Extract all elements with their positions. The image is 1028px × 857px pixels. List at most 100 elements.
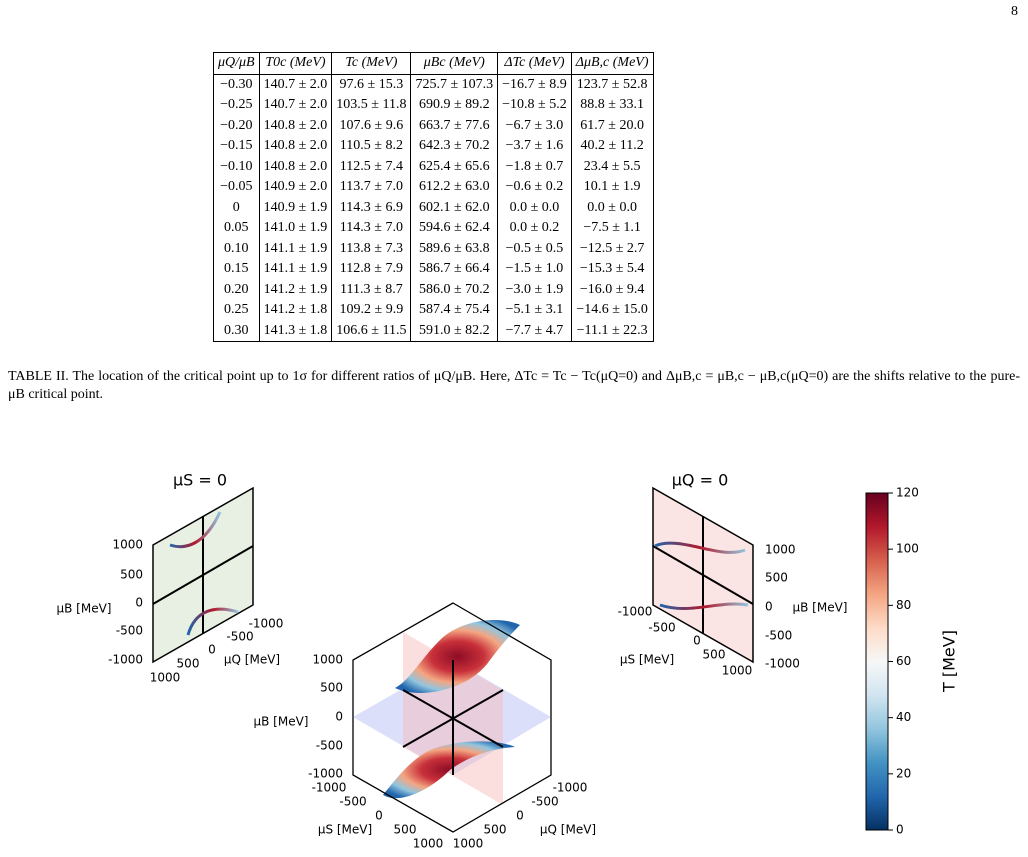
table-cell: 586.7 ± 66.4 — [410, 259, 499, 280]
table-row: 0.15 141.1 ± 1.9 112.8 ± 7.9 586.7 ± 66.4 −1… — [213, 259, 654, 280]
table-cell: 140.8 ± 2.0 — [258, 156, 333, 177]
tick-label: 500 — [177, 657, 200, 671]
table-cell: −0.20 — [213, 115, 260, 136]
table-cell: 594.6 ± 62.4 — [410, 218, 499, 239]
table-cell: 0.0 ± 0.0 — [570, 197, 654, 218]
figure: μS = 0μB [MeV]μQ [MeV]10005000-500-1000-… — [57, 471, 959, 851]
table-cell: −7.7 ± 4.7 — [497, 320, 572, 342]
table-cell: −3.0 ± 1.9 — [497, 279, 572, 300]
table-cell: 140.7 ± 2.0 — [258, 74, 333, 95]
table-cell: 0.05 — [213, 218, 260, 239]
table-cell: 587.4 ± 75.4 — [410, 300, 499, 321]
table-cell: −5.1 ± 3.1 — [497, 300, 572, 321]
table-cell: −0.5 ± 0.5 — [497, 238, 572, 259]
table-caption: TABLE II. The location of the critical p… — [8, 369, 1020, 402]
tick-label: 0 — [375, 809, 383, 823]
tick-label: 0 — [208, 643, 216, 657]
colorbar-label: T [MeV] — [940, 630, 959, 693]
tick-label: -500 — [226, 630, 253, 644]
tick-label: -500 — [316, 739, 343, 753]
table-cell: −1.8 ± 0.7 — [497, 156, 572, 177]
column-header: ΔμB,c (MeV) — [570, 52, 654, 75]
table-cell: −14.6 ± 15.0 — [570, 300, 654, 321]
tick-label: 500 — [484, 823, 507, 837]
tick-label: 1000 — [312, 653, 343, 667]
table-cell: −16.7 ± 8.9 — [497, 74, 572, 95]
surface-slice — [169, 511, 222, 549]
table-cell: 114.3 ± 6.9 — [331, 197, 412, 218]
tick-label: 40 — [896, 710, 911, 724]
table-cell: 113.7 ± 7.0 — [331, 177, 412, 198]
table-cell: 140.8 ± 2.0 — [258, 115, 333, 136]
tick-label: 0 — [896, 823, 904, 837]
table-cell: 141.1 ± 1.9 — [258, 259, 333, 280]
table-cell: −0.6 ± 0.2 — [497, 177, 572, 198]
tick-label: -500 — [116, 624, 143, 638]
tick-label: -500 — [339, 795, 366, 809]
tick-label: -500 — [648, 621, 675, 635]
table-cell: 114.3 ± 7.0 — [331, 218, 412, 239]
table-cell: 663.7 ± 77.6 — [410, 115, 499, 136]
surface — [383, 741, 515, 799]
surface-slice — [186, 607, 239, 636]
tick-label: 1000 — [150, 671, 181, 685]
tick-label: 500 — [320, 681, 343, 695]
surface — [395, 620, 520, 693]
table-cell: 591.0 ± 82.2 — [410, 320, 499, 342]
tick-label: 100 — [896, 542, 919, 556]
table-cell: −15.3 ± 5.4 — [570, 259, 654, 280]
table-cell: 110.5 ± 8.2 — [331, 136, 412, 157]
tick-label: -1000 — [108, 653, 143, 667]
table-header: μQ/μB T0c (MeV) Tc (MeV) μBc (MeV) ΔTc (MeV)… — [213, 52, 654, 75]
table-cell: 113.8 ± 7.3 — [331, 238, 412, 259]
column-header: T0c (MeV) — [258, 52, 333, 75]
tick-label: 20 — [896, 766, 911, 780]
tick-label: 0 — [135, 596, 143, 610]
table-row: 0.20 141.2 ± 1.9 111.3 ± 8.7 586.0 ± 70.2 −3… — [213, 279, 654, 300]
table-cell: 123.7 ± 52.8 — [570, 74, 654, 95]
axis-label: μB [MeV] — [57, 602, 112, 616]
tick-label: 1000 — [413, 837, 444, 851]
cube-lines — [352, 602, 552, 833]
table-cell: 586.0 ± 70.2 — [410, 279, 499, 300]
tick-label: 1000 — [453, 837, 484, 851]
table-cell: 141.0 ± 1.9 — [258, 218, 333, 239]
table-cell: 88.8 ± 33.1 — [570, 95, 654, 116]
table-cell: −6.7 ± 3.0 — [497, 115, 572, 136]
table-cell: 140.8 ± 2.0 — [258, 136, 333, 157]
tick-label: -1000 — [312, 781, 347, 795]
tick-label: -1000 — [553, 781, 588, 795]
column-header: μQ/μB — [213, 52, 260, 75]
table-cell: 107.6 ± 9.6 — [331, 115, 412, 136]
table-cell: −10.8 ± 5.2 — [497, 95, 572, 116]
tick-label: 1000 — [722, 664, 753, 678]
axis-label: μQ [MeV] — [540, 823, 596, 837]
tick-label: 1000 — [765, 543, 796, 557]
tick-label: 0 — [693, 634, 701, 648]
center-panel — [352, 602, 552, 833]
table-row: −0.15 140.8 ± 2.0 110.5 ± 8.2 642.3 ± 70.2−… — [213, 136, 654, 157]
table-row: 0.05 141.0 ± 1.9 114.3 ± 7.0 594.6 ± 62.4 0.… — [213, 218, 654, 239]
surface-slice — [654, 541, 746, 554]
table-row: −0.30 140.7 ± 2.0 97.6 ± 15.3 725.7 ± 107.3… — [213, 74, 654, 95]
table-cell: 612.2 ± 63.0 — [410, 177, 499, 198]
table-cell: −0.30 — [213, 74, 260, 95]
table-row: −0.20 140.8 ± 2.0 107.6 ± 9.6 663.7 ± 77.6−… — [213, 115, 654, 136]
panel-title: μQ = 0 — [672, 471, 729, 490]
left-panel — [152, 486, 254, 664]
axis-label: μS [MeV] — [620, 653, 674, 667]
tick-label: 120 — [896, 486, 919, 500]
table-row: 0.30 141.3 ± 1.8 106.6 ± 11.5 591.0 ± 82.2−… — [213, 320, 654, 342]
table-cell: 602.1 ± 62.0 — [410, 197, 499, 218]
table-cell: 589.6 ± 63.8 — [410, 238, 499, 259]
table-cell: −1.5 ± 1.0 — [497, 259, 572, 280]
table-row: 0 140.9 ± 1.9 114.3 ± 6.9 602.1 ± 62.0 0.0 ±… — [213, 197, 654, 218]
tick-label: 500 — [703, 648, 726, 662]
table-cell: −7.5 ± 1.1 — [570, 218, 654, 239]
table-cell: 10.1 ± 1.9 — [570, 177, 654, 198]
tick-label: -1000 — [618, 605, 653, 619]
table-cell: 0.0 ± 0.2 — [497, 218, 572, 239]
table-cell: 0.0 ± 0.0 — [497, 197, 572, 218]
table-cell: 141.2 ± 1.9 — [258, 279, 333, 300]
